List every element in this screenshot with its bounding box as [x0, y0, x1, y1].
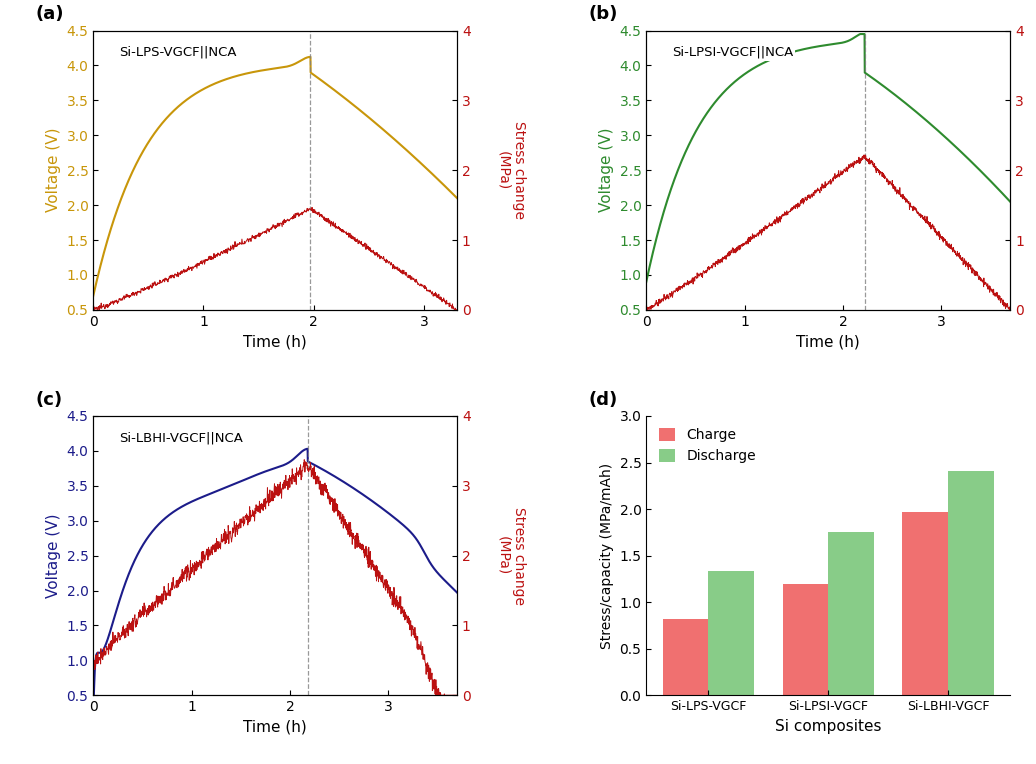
Bar: [828, 533, 873, 695]
Text: (a): (a): [35, 5, 63, 24]
Text: Si-LPSI-VGCF||NCA: Si-LPSI-VGCF||NCA: [671, 46, 793, 59]
Y-axis label: Voltage (V): Voltage (V): [46, 513, 61, 598]
Y-axis label: Voltage (V): Voltage (V): [46, 128, 61, 212]
Text: (d): (d): [588, 391, 617, 409]
Bar: [709, 571, 754, 695]
Text: (c): (c): [35, 391, 62, 409]
X-axis label: Time (h): Time (h): [243, 335, 307, 349]
Text: (b): (b): [588, 5, 617, 24]
X-axis label: Time (h): Time (h): [797, 335, 860, 349]
Y-axis label: Stress change
(MPa): Stress change (MPa): [496, 121, 526, 219]
X-axis label: Si composites: Si composites: [775, 719, 882, 733]
Text: Si-LBHI-VGCF||NCA: Si-LBHI-VGCF||NCA: [119, 431, 242, 444]
Bar: [782, 584, 828, 695]
Y-axis label: Stress change
(MPa): Stress change (MPa): [496, 507, 526, 604]
Legend: Charge, Discharge: Charge, Discharge: [654, 423, 761, 469]
Y-axis label: Stress/capacity (MPa/mAh): Stress/capacity (MPa/mAh): [600, 462, 614, 649]
Y-axis label: Voltage (V): Voltage (V): [599, 128, 614, 212]
Bar: [948, 471, 994, 695]
X-axis label: Time (h): Time (h): [243, 720, 307, 735]
Bar: [902, 512, 948, 695]
Text: Si-LPS-VGCF||NCA: Si-LPS-VGCF||NCA: [119, 46, 236, 59]
Bar: [663, 619, 709, 695]
